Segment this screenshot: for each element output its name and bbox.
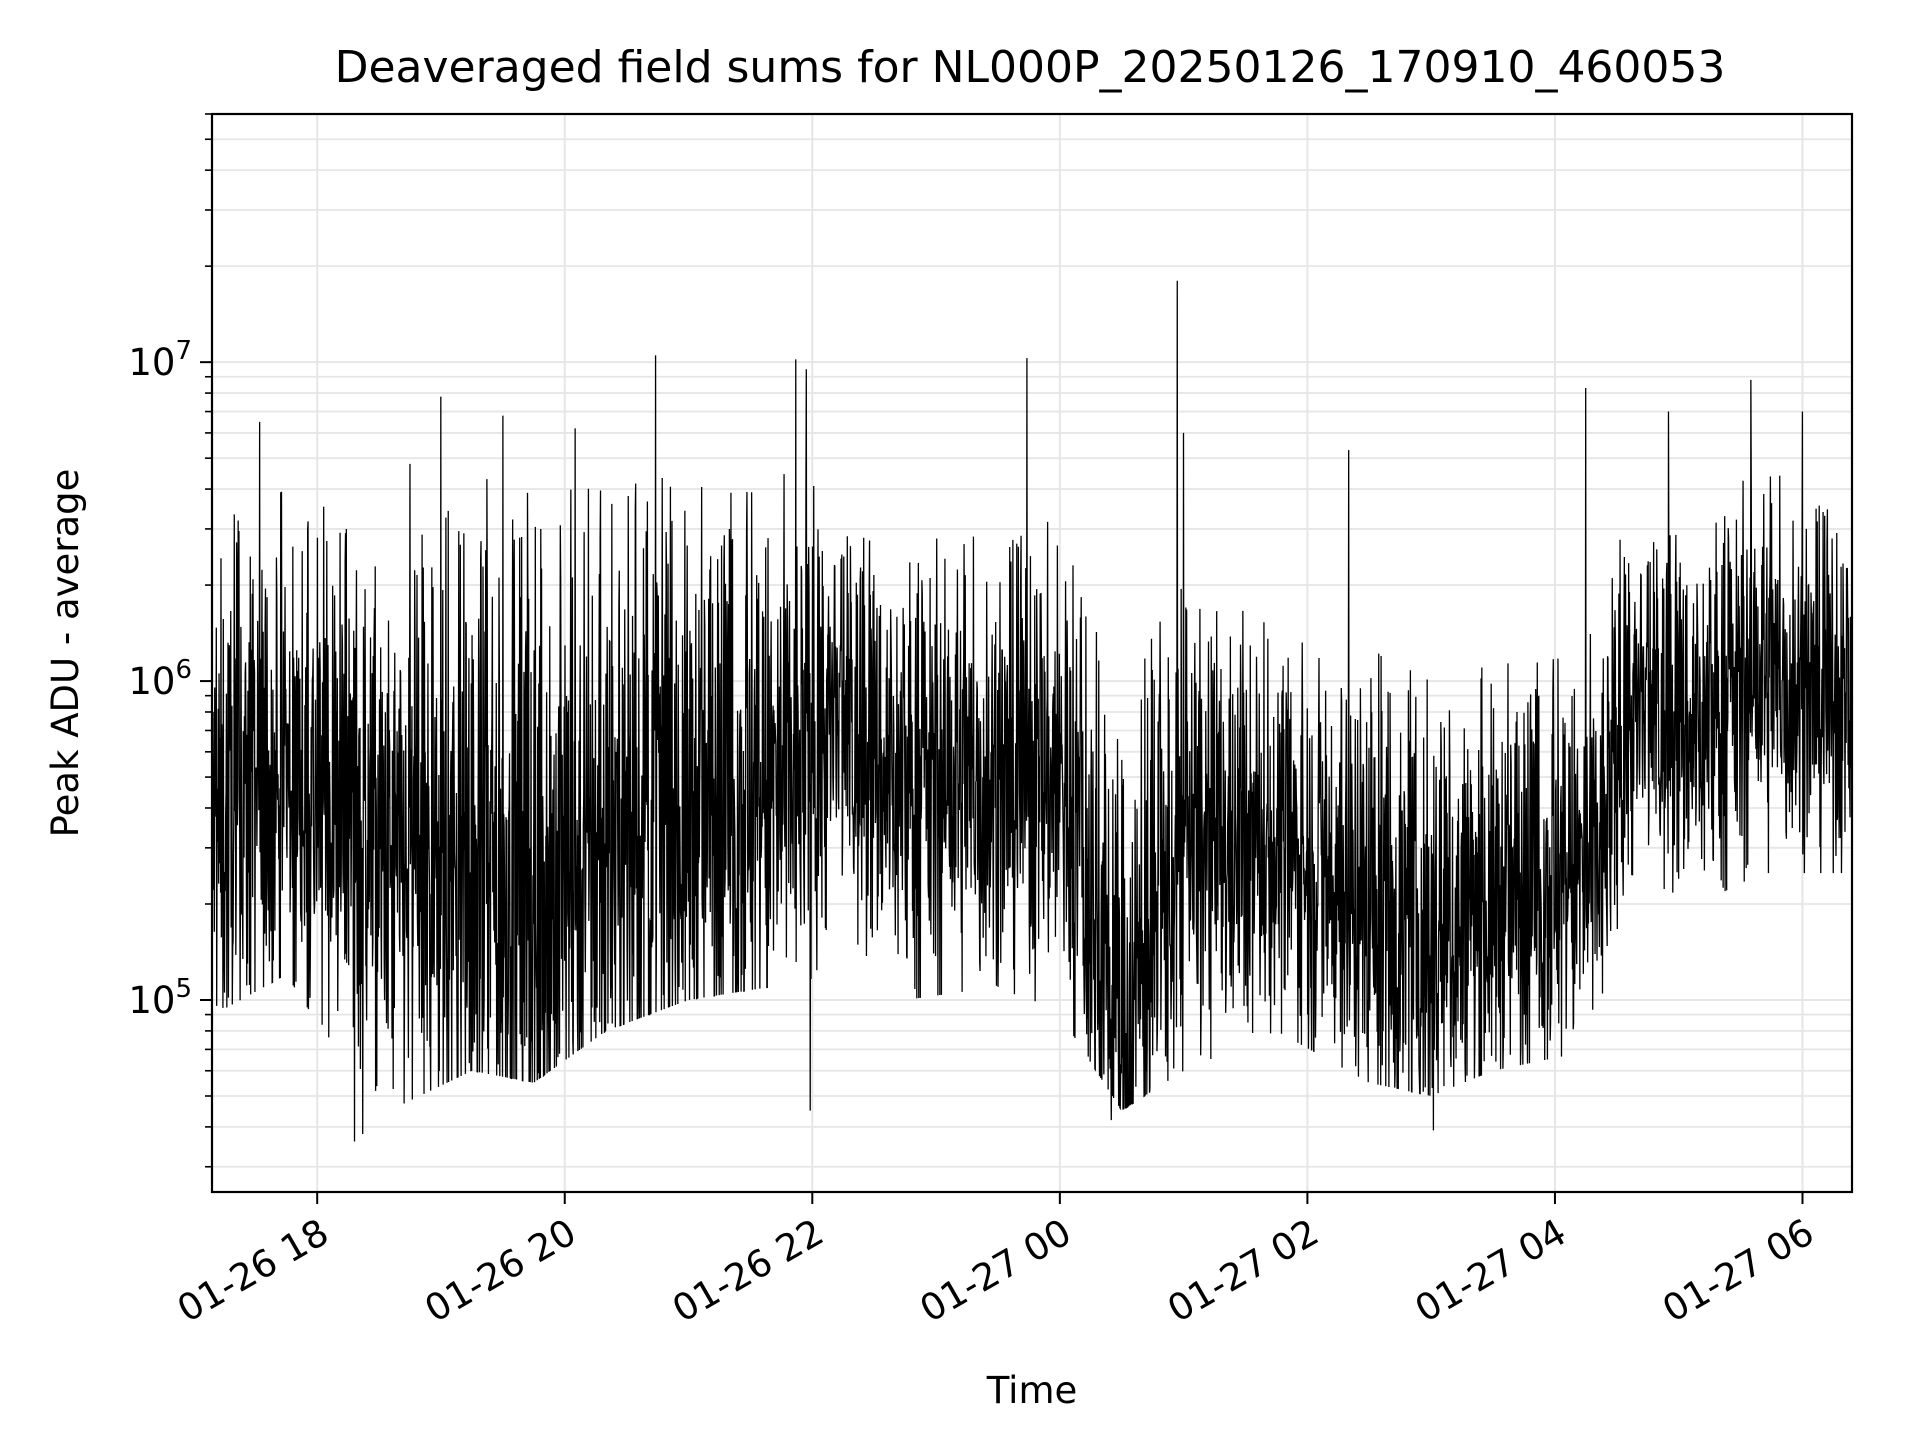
plot-area-frame: [210, 112, 1854, 1194]
y-axis: 105 106 107: [128, 113, 212, 1168]
chart-title: Deaveraged field sums for NL000P_2025012…: [335, 42, 1726, 93]
y-tick-label: 107: [128, 336, 192, 384]
y-axis-label: Peak ADU - average: [44, 469, 87, 838]
y-tick-label: 106: [128, 655, 192, 703]
y-tick-label: 105: [128, 974, 192, 1022]
series-line: [212, 280, 1852, 1142]
x-axis-label: Time: [986, 1369, 1078, 1412]
